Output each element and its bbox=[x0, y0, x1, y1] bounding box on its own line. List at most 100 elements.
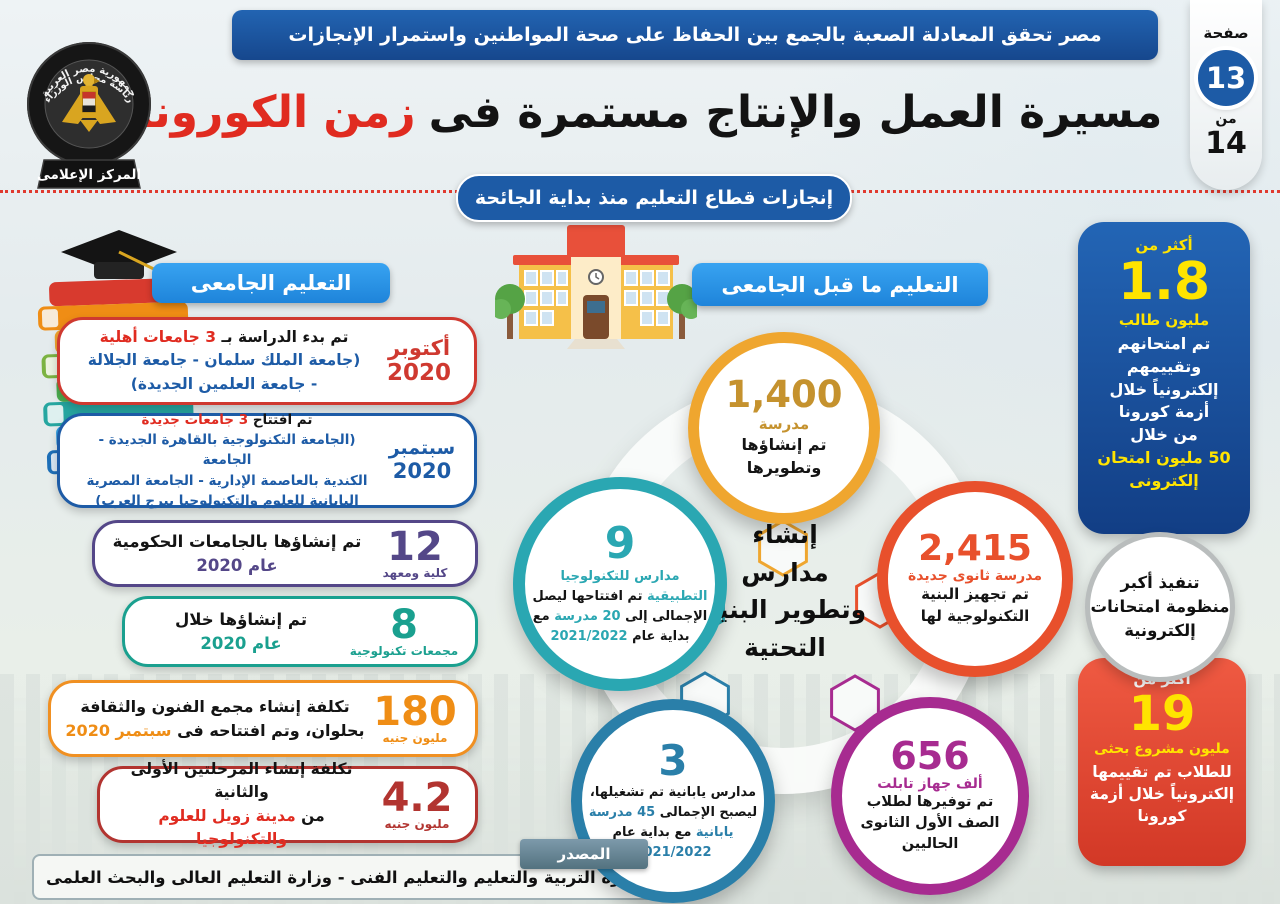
logo-banner-text: المركز الإعلامى bbox=[37, 167, 141, 183]
caption-line: وتطوير البنية bbox=[703, 595, 867, 624]
line-black: تم افتتاح bbox=[248, 411, 313, 428]
stat-unit: مجمعات تكنولوجية bbox=[349, 643, 459, 658]
item-line-accent: عام 2020 bbox=[200, 633, 282, 653]
stat-value: 656 bbox=[890, 733, 970, 778]
circle-line: إلكترونية bbox=[1124, 620, 1196, 640]
line-black: تم افتتاحها ليصل bbox=[532, 588, 648, 604]
item-stat: 4.2 مليون جنيه bbox=[371, 778, 463, 832]
item-stat: 180 مليون جنيه bbox=[367, 692, 463, 746]
item-line: اليابانية للعلوم والتكنولوجيا ببرج العرب… bbox=[95, 492, 359, 509]
stat-unit: مدرسة ثانوى جديدة bbox=[908, 568, 1042, 585]
line-black: مع بداية عام bbox=[612, 825, 696, 841]
item-stat: 12 كلية ومعهد bbox=[367, 527, 463, 581]
research-projects-box: أكثر من 19 مليون مشروع بحثى للطلاب تم تق… bbox=[1078, 658, 1246, 866]
stat-desc-line: التطبيقية تم افتتاحها ليصل bbox=[532, 587, 707, 607]
stat-unit: مليون طالب bbox=[1118, 311, 1210, 330]
line-accent: 2021/2022 bbox=[550, 629, 628, 645]
stat-desc-line: وتقييمهم bbox=[1126, 356, 1202, 376]
item-line: تم إنشاؤها خلال bbox=[174, 609, 308, 629]
stat-desc-line: إلكترونياً خلال bbox=[1109, 379, 1219, 399]
stat-circle-secondary-schools: 2,415 مدرسة ثانوى جديدة تم تجهيز البنية … bbox=[877, 481, 1073, 677]
stat-highlight-line: إلكترونى bbox=[1129, 470, 1199, 490]
stat-value: 1.8 bbox=[1117, 252, 1211, 312]
stat-value: 12 bbox=[387, 523, 443, 570]
line-black: بداية عام bbox=[627, 629, 690, 645]
stat-unit: مدرسة bbox=[758, 415, 810, 434]
stat-desc-line: بداية عام 2021/2022 bbox=[532, 627, 707, 647]
stat-value: 2,415 bbox=[918, 528, 1032, 570]
circle-line: منظومة امتحانات bbox=[1090, 597, 1230, 617]
date-year: 2020 bbox=[392, 459, 452, 484]
date-year: 2020 bbox=[386, 359, 451, 386]
source-label: المصدر bbox=[520, 839, 648, 869]
caption-line: التحتية bbox=[744, 632, 826, 662]
item-line: - جامعة العلمين الجديدة) bbox=[130, 374, 318, 393]
pre-university-section-header: التعليم ما قبل الجامعى bbox=[692, 263, 988, 306]
university-section-header: التعليم الجامعى bbox=[152, 263, 390, 303]
title-black-part: مسيرة العمل والإنتاج مستمرة فى bbox=[428, 86, 1163, 138]
stat-desc-line: ليصبح الإجمالى 45 مدرسة bbox=[589, 803, 757, 823]
school-building-icon bbox=[491, 225, 701, 349]
item-line: تم بدء الدراسة بـ 3 جامعات أهلية bbox=[72, 326, 376, 349]
stat-circle-japanese-schools: 3 مدارس يابانية تم تشغيلها، ليصبح الإجما… bbox=[571, 699, 775, 903]
exam-system-circle: تنفيذ أكبر منظومة امتحانات إلكترونية bbox=[1085, 532, 1235, 682]
stat-desc-line: تم إنشاؤها bbox=[741, 435, 827, 455]
stat-desc-line: إلكترونياً خلال أزمة bbox=[1089, 784, 1235, 803]
university-item-tech-complexes: 8 مجمعات تكنولوجية تم إنشاؤها خلال عام 2… bbox=[122, 596, 478, 667]
stat-unit: مليون مشروع بحثى bbox=[1094, 740, 1230, 757]
stat-desc-line: للطلاب تم تقييمها bbox=[1092, 762, 1232, 781]
stat-value: 1,400 bbox=[725, 373, 843, 417]
university-item-private-universities: أكتوبر 2020 تم بدء الدراسة بـ 3 جامعات أ… bbox=[57, 317, 477, 405]
stat-desc-line: التكنولوجية لها bbox=[920, 606, 1030, 625]
line-accent: سبتمبر 2020 bbox=[65, 720, 172, 740]
line-accent: 3 جامعات جديدة bbox=[141, 411, 249, 428]
source-text: وزارة التربية والتعليم والتعليم الفنى - … bbox=[32, 854, 660, 900]
stat-desc-line: مدارس يابانية تم تشغيلها، bbox=[589, 784, 757, 800]
government-logo: جمهورية مصر العربية رئاسة مجلس الوزراء ا… bbox=[18, 28, 160, 194]
item-line: تم افتتاح 3 جامعات جديدة bbox=[72, 410, 382, 430]
section-subtitle: إنجازات قطاع التعليم منذ بداية الجائحة bbox=[456, 174, 852, 222]
stat-value: 9 bbox=[604, 517, 636, 569]
line-accent: 20 مدرسة bbox=[554, 609, 621, 625]
stat-circle-tablets: 656 ألف جهاز تابلت تم توفيرها لطلاب الصف… bbox=[831, 697, 1029, 895]
stat-value: 19 bbox=[1128, 686, 1196, 742]
page-indicator: صفحة 13 من 14 bbox=[1190, 0, 1262, 190]
item-line: (الجامعة التكنولوجية بالقاهرة الجديدة - … bbox=[98, 432, 356, 469]
stat-desc-line: تم امتحانهم bbox=[1117, 334, 1211, 354]
stat-desc-line: تم تجهيز البنية bbox=[921, 585, 1029, 604]
stat-desc-line: تم توفيرها لطلاب bbox=[866, 794, 994, 811]
stat-value: 180 bbox=[373, 688, 457, 735]
stat-highlight-line: 50 مليون امتحان bbox=[1097, 447, 1231, 467]
stat-circle-schools-built: 1,400 مدرسة تم إنشاؤها وتطويرها bbox=[688, 332, 880, 524]
line-accent: يابانية bbox=[695, 825, 734, 841]
line-black: الإجمالى إلى bbox=[620, 609, 708, 625]
line-black: تم بدء الدراسة بـ bbox=[216, 328, 349, 347]
item-date: سبتمبر 2020 bbox=[382, 436, 462, 484]
page-title: مسيرة العمل والإنتاج مستمرة فى زمن الكور… bbox=[138, 74, 1163, 150]
line-black: من bbox=[295, 806, 325, 825]
top-banner: مصر تحقق المعادلة الصعبة بالجمع بين الحف… bbox=[232, 10, 1158, 60]
line-black: مع bbox=[532, 609, 555, 625]
stat-desc-line: الإجمالى إلى 20 مدرسة مع bbox=[532, 607, 708, 627]
stat-desc-line: يابانية مع بداية عام bbox=[589, 823, 757, 843]
item-line: من مدينة زويل للعلوم والتكنولوجيا bbox=[112, 805, 371, 852]
stat-desc-line: وتطويرها bbox=[746, 458, 822, 478]
line-accent: 3 جامعات أهلية bbox=[99, 328, 217, 347]
date-month: سبتمبر bbox=[388, 436, 456, 459]
stat-unit: ألف جهاز تابلت bbox=[877, 776, 983, 793]
stat-unit: مليون جنيه bbox=[382, 730, 448, 745]
item-date: أكتوبر 2020 bbox=[376, 336, 462, 387]
page-total: 14 bbox=[1205, 126, 1247, 161]
line-accent: مدينة زويل للعلوم والتكنولوجيا bbox=[158, 806, 296, 848]
title-red-part: زمن الكورونا bbox=[137, 86, 416, 138]
stat-desc-line: أزمة كورونا bbox=[1118, 402, 1210, 422]
circle-line: تنفيذ أكبر bbox=[1120, 573, 1200, 593]
stat-circle-applied-tech-schools: 9 مدارس للتكنولوجيا التطبيقية تم افتتاحه… bbox=[513, 477, 727, 691]
stat-unit: كلية ومعهد bbox=[382, 565, 448, 580]
university-item-colleges: 12 كلية ومعهد تم إنشاؤها بالجامعات الحكو… bbox=[92, 520, 478, 587]
university-item-arts-culture-complex: 180 مليون جنيه تكلفة إنشاء مجمع الفنون و… bbox=[48, 680, 478, 757]
item-line: الكندية بالعاصمة الإدارية - الجامعة المص… bbox=[86, 472, 368, 489]
eagle-emblem-icon: جمهورية مصر العربية رئاسة مجلس الوزراء ا… bbox=[27, 42, 151, 189]
page-of-label: من bbox=[1215, 111, 1237, 127]
line-black: ليصبح الإجمالى bbox=[655, 804, 758, 820]
